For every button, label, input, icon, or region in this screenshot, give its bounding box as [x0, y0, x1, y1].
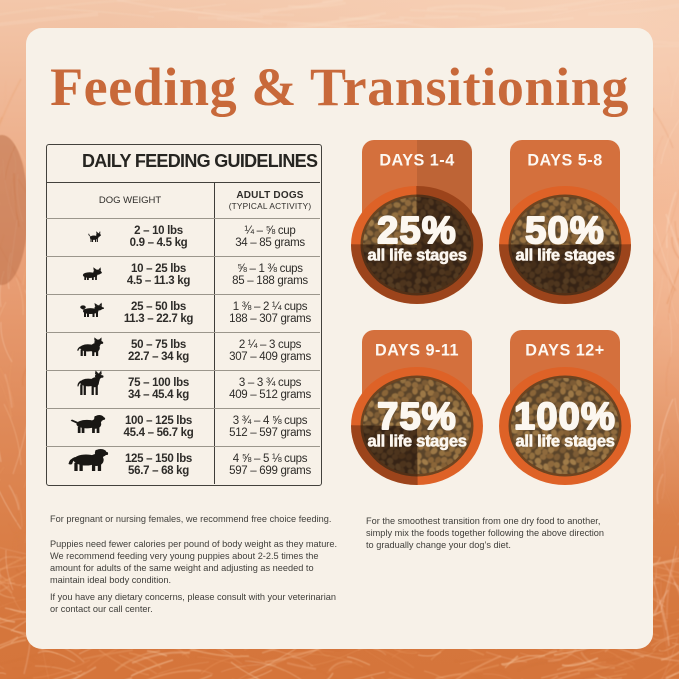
svg-text:all life stages: all life stages	[515, 247, 614, 265]
svg-text:all life stages: all life stages	[367, 433, 466, 451]
svg-text:DAYS 12+: DAYS 12+	[525, 342, 604, 360]
svg-text:DAYS 9-11: DAYS 9-11	[375, 342, 459, 360]
svg-text:100%: 100%	[514, 396, 616, 438]
svg-text:75%: 75%	[377, 396, 457, 438]
svg-text:DAYS 5-8: DAYS 5-8	[527, 152, 602, 170]
svg-text:25%: 25%	[377, 210, 457, 252]
svg-text:DAYS 1-4: DAYS 1-4	[379, 152, 454, 170]
svg-text:50%: 50%	[525, 210, 605, 252]
svg-text:all life stages: all life stages	[367, 247, 466, 265]
svg-text:all life stages: all life stages	[515, 433, 614, 451]
